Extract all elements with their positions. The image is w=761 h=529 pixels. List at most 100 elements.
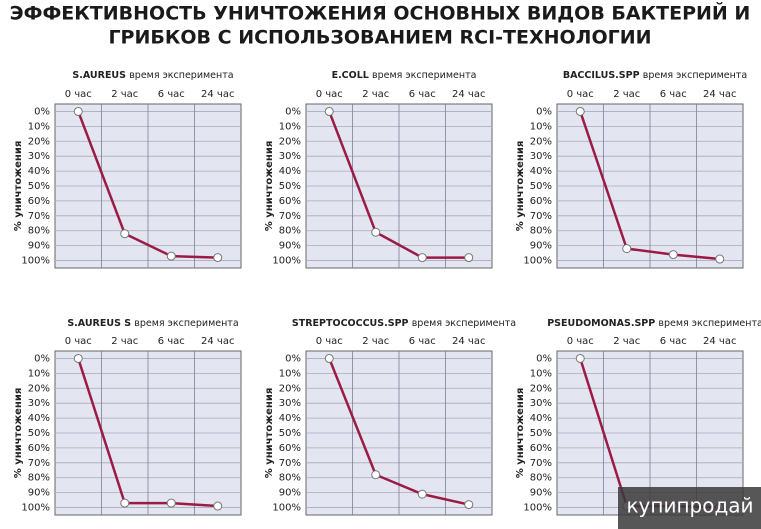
data-line xyxy=(328,111,469,259)
x-tick-label: 24 час xyxy=(703,89,736,100)
chart-title-name: S.AUREUS S xyxy=(67,318,131,329)
y-tick-label: 70% xyxy=(279,458,301,469)
x-tick-label: 0 час xyxy=(567,89,594,100)
x-tick-label: 6 час xyxy=(158,89,185,100)
chart-title: PSEUDOMONAS.SPP время эксперимента xyxy=(547,318,761,330)
y-tick-label: 10% xyxy=(279,121,301,132)
data-point xyxy=(715,254,725,264)
x-tick-label: 2 час xyxy=(362,336,389,347)
data-point xyxy=(166,498,176,508)
x-tick-label: 2 час xyxy=(362,89,389,100)
y-axis-label: % уничтожения xyxy=(264,141,275,232)
y-tick-label: 0% xyxy=(285,106,301,117)
y-tick-label: 10% xyxy=(28,368,50,379)
y-tick-label: 40% xyxy=(530,166,552,177)
x-tick-label: 6 час xyxy=(409,89,436,100)
y-tick-label: 70% xyxy=(28,211,50,222)
data-point xyxy=(464,500,474,510)
chart-title: S.AUREUS S время эксперимента xyxy=(67,318,238,330)
y-tick-label: 30% xyxy=(28,151,50,162)
chart-title-name: E.COLL xyxy=(332,70,369,81)
chart-subtitle: время эксперимента xyxy=(412,318,516,329)
y-tick-label: 100% xyxy=(272,256,301,267)
data-point xyxy=(213,253,223,263)
data-point xyxy=(73,106,83,116)
y-tick-label: 100% xyxy=(523,503,552,514)
y-tick-label: 40% xyxy=(279,166,301,177)
y-tick-label: 50% xyxy=(279,428,301,439)
x-tick-label: 24 час xyxy=(201,336,234,347)
y-tick-label: 30% xyxy=(530,151,552,162)
y-tick-label: 50% xyxy=(279,181,301,192)
y-tick-label: 90% xyxy=(28,241,50,252)
chart-subtitle: время эксперимента xyxy=(643,70,747,81)
y-tick-label: 50% xyxy=(530,428,552,439)
y-tick-label: 80% xyxy=(28,473,50,484)
y-tick-label: 0% xyxy=(285,353,301,364)
y-tick-label: 10% xyxy=(530,368,552,379)
x-tick-label: 6 час xyxy=(660,336,687,347)
y-tick-label: 100% xyxy=(21,256,50,267)
x-tick-label: 2 час xyxy=(111,89,138,100)
y-tick-label: 60% xyxy=(530,443,552,454)
data-point xyxy=(371,470,381,480)
chart-title-name: STREPTOCOCCUS.SPP xyxy=(292,318,409,329)
watermark-box xyxy=(618,487,761,529)
y-tick-label: 0% xyxy=(536,353,552,364)
y-tick-label: 100% xyxy=(272,503,301,514)
y-tick-label: 80% xyxy=(530,473,552,484)
x-tick-label: 6 час xyxy=(660,89,687,100)
y-tick-label: 80% xyxy=(530,226,552,237)
y-tick-label: 10% xyxy=(28,121,50,132)
y-tick-label: 50% xyxy=(28,181,50,192)
data-point xyxy=(324,106,334,116)
chart-title: BACCILUS.SPP время эксперимента xyxy=(563,70,747,82)
data-point xyxy=(417,253,427,263)
y-tick-label: 40% xyxy=(28,166,50,177)
data-line xyxy=(579,111,720,261)
y-tick-label: 20% xyxy=(28,383,50,394)
y-axis-label: % уничтожения xyxy=(13,141,24,232)
y-tick-label: 10% xyxy=(279,368,301,379)
y-tick-label: 20% xyxy=(279,383,301,394)
chart-subtitle: время эксперимента xyxy=(134,318,238,329)
data-point xyxy=(120,498,130,508)
data-point xyxy=(464,253,474,263)
x-tick-label: 2 час xyxy=(111,336,138,347)
chart-subtitle: время эксперимента xyxy=(372,70,476,81)
y-tick-label: 60% xyxy=(279,443,301,454)
data-point xyxy=(417,489,427,499)
main-title: ГРИБКОВ С ИСПОЛЬЗОВАНИЕМ RCI-ТЕХНОЛОГИИ xyxy=(108,27,651,49)
data-point xyxy=(668,250,678,260)
y-tick-label: 60% xyxy=(530,196,552,207)
x-tick-label: 0 час xyxy=(316,89,343,100)
x-tick-label: 0 час xyxy=(65,336,92,347)
data-point xyxy=(166,251,176,261)
y-tick-label: 60% xyxy=(279,196,301,207)
x-tick-label: 0 час xyxy=(567,336,594,347)
chart-title: E.COLL время эксперимента xyxy=(332,70,477,82)
x-tick-label: 24 час xyxy=(201,89,234,100)
chart-subtitle: время эксперимента xyxy=(658,318,761,329)
data-point xyxy=(120,229,130,239)
x-tick-label: 6 час xyxy=(409,336,436,347)
y-tick-label: 90% xyxy=(279,488,301,499)
y-tick-label: 40% xyxy=(530,413,552,424)
chart-title-name: PSEUDOMONAS.SPP xyxy=(547,318,655,329)
y-tick-label: 30% xyxy=(28,398,50,409)
y-tick-label: 0% xyxy=(536,106,552,117)
y-tick-label: 90% xyxy=(530,241,552,252)
data-point xyxy=(73,353,83,363)
y-tick-label: 70% xyxy=(530,458,552,469)
data-point xyxy=(371,227,381,237)
y-tick-label: 80% xyxy=(279,226,301,237)
watermark: купипродай xyxy=(626,494,753,518)
y-tick-label: 50% xyxy=(530,181,552,192)
data-line xyxy=(77,111,218,259)
x-tick-label: 24 час xyxy=(452,336,485,347)
y-tick-label: 90% xyxy=(279,241,301,252)
y-tick-label: 60% xyxy=(28,443,50,454)
y-tick-label: 20% xyxy=(28,136,50,147)
chart-subtitle: время эксперимента xyxy=(129,70,233,81)
y-tick-label: 40% xyxy=(28,413,50,424)
